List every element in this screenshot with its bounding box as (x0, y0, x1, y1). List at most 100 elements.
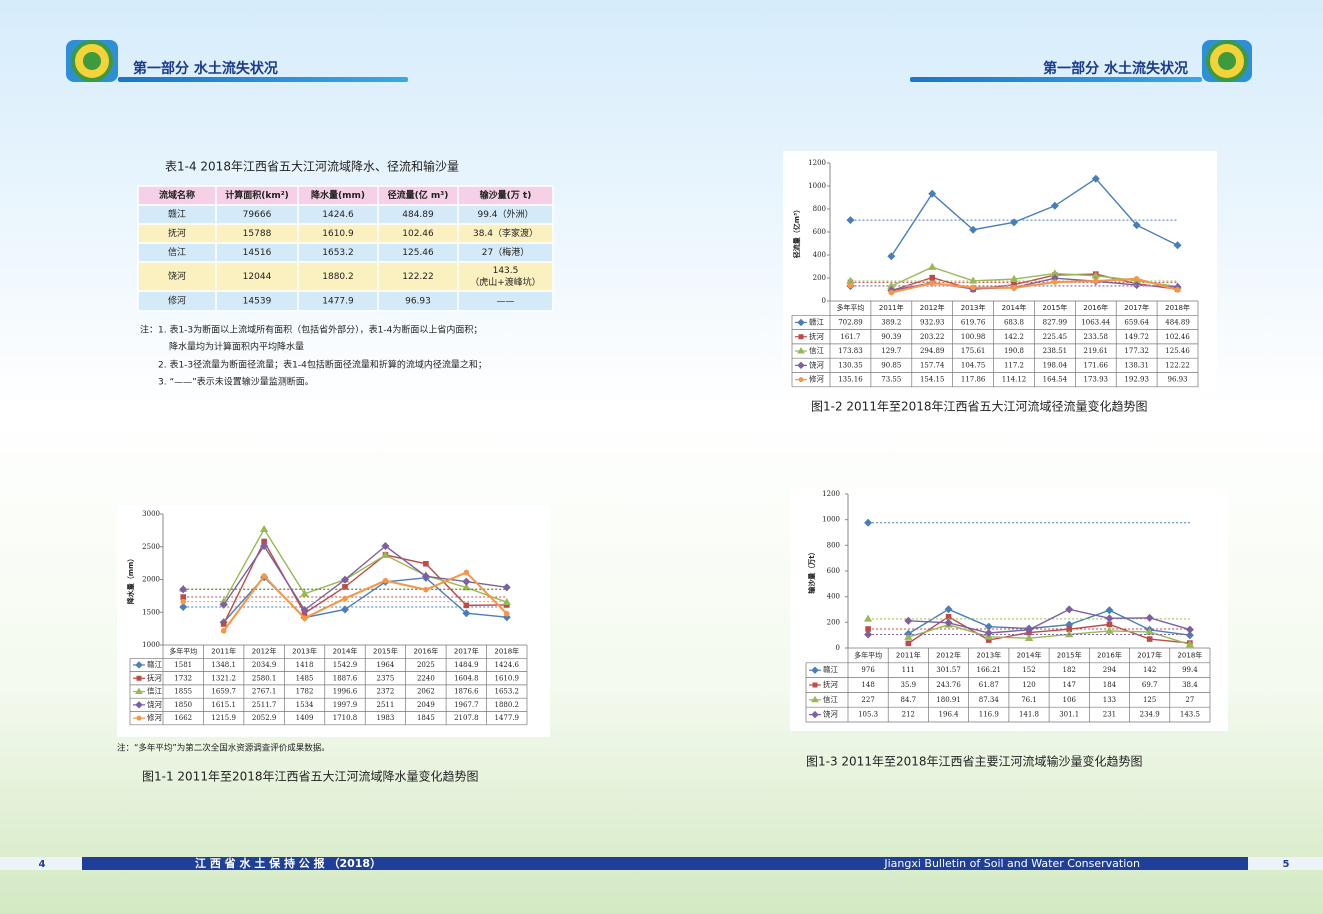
table-value: 1418 (296, 661, 314, 669)
table-cell: 96.93 (405, 297, 431, 307)
point (798, 334, 804, 340)
point (1092, 278, 1099, 284)
series-line (907, 615, 1190, 644)
point (1050, 201, 1059, 210)
table-value: 1424.6 (495, 661, 520, 669)
table-value: 99.4 (1182, 666, 1198, 674)
point (219, 600, 228, 609)
table-value: 2511.7 (252, 701, 277, 709)
x-tick-label: 2012年 (920, 303, 945, 312)
legend-label: 信江 (823, 694, 838, 704)
table-value: 2062 (417, 688, 435, 696)
header-title: 第一部分 水土流失状况 (1043, 60, 1188, 77)
point (220, 628, 227, 634)
table-value: 1063.44 (1081, 318, 1110, 326)
x-tick-label: 2013年 (976, 650, 1001, 659)
point (1133, 276, 1140, 282)
table-value: 125 (1143, 696, 1156, 704)
note: 注：1. 表1-3为断面以上流域所有面积（包括省外部分），表1-4为断面以上省内… (140, 324, 482, 336)
x-tick-label: 2016年 (1083, 303, 1108, 312)
legend-label: 赣江 (809, 316, 824, 326)
point (1065, 605, 1074, 614)
table-value: 122.22 (1165, 361, 1190, 369)
y-tick-label: 400 (827, 593, 840, 601)
x-tick-label: 2015年 (1057, 650, 1082, 659)
table-value: 1477.9 (495, 714, 520, 722)
table-value: 1484.9 (454, 661, 479, 669)
y-tick-label: 800 (813, 205, 826, 213)
table-cell: 修河 (168, 295, 186, 307)
x-tick-label: 2011年 (879, 303, 904, 312)
table-value: 173.83 (838, 347, 863, 355)
table-value: 117.2 (1004, 361, 1024, 369)
table-value: 1855 (174, 688, 192, 696)
table-value: 1997.9 (333, 701, 358, 709)
table-value: 1348.1 (211, 661, 236, 669)
table-value: 1850 (174, 701, 192, 709)
table-value: 87.34 (979, 696, 1000, 704)
point (300, 606, 309, 615)
point (1024, 633, 1034, 642)
point (945, 613, 952, 620)
table-value: 114.12 (1002, 376, 1027, 384)
table-value: 152 (1022, 666, 1035, 674)
legend-label: 赣江 (147, 659, 162, 669)
legend-label: 信江 (809, 345, 824, 355)
point (382, 577, 389, 584)
table-value: 133 (1103, 696, 1116, 704)
table-value: 61.87 (979, 681, 999, 689)
footer-title: Jiangxi Bulletin of Soil and Water Conse… (883, 857, 1140, 870)
point (1174, 287, 1181, 293)
point (179, 585, 188, 594)
point (220, 621, 227, 627)
table-cell: 1653.2 (322, 248, 354, 258)
table-value: 182 (1063, 666, 1076, 674)
point (1105, 626, 1114, 634)
table-value: 130.35 (838, 361, 863, 369)
x-tick-label: 多年平均 (854, 650, 882, 659)
table-value: 147 (1063, 681, 1076, 689)
point (811, 695, 819, 703)
table-cell: 102.46 (402, 229, 434, 239)
point (811, 666, 819, 674)
table-value: 157.74 (920, 361, 945, 369)
table-value: 73.55 (881, 376, 901, 384)
y-tick-label: 2000 (142, 576, 160, 584)
series-line (908, 608, 1191, 634)
point (462, 583, 471, 591)
y-axis-label: 降水量（mm） (126, 555, 135, 605)
table-value: 180.91 (936, 696, 961, 704)
table-value: 102.46 (1165, 333, 1190, 341)
point (136, 675, 142, 681)
series-line (223, 540, 507, 625)
table-row-bg (138, 205, 553, 224)
legend-label: 饶河 (809, 359, 824, 369)
table-value: 142 (1143, 666, 1156, 674)
point (984, 628, 993, 638)
y-axis-label: 输沙量（万t） (807, 548, 816, 593)
table-value: 27 (1185, 696, 1194, 704)
point (381, 542, 390, 551)
point (1011, 285, 1017, 291)
table-cell: 抚河 (168, 227, 186, 239)
point (846, 216, 855, 225)
table-value: 219.61 (1084, 347, 1109, 355)
legend-label: 饶河 (147, 699, 162, 709)
table-value: 104.75 (961, 361, 986, 369)
x-tick-label: 2011年 (211, 647, 236, 656)
y-tick-label: 200 (813, 274, 826, 282)
table-value: 106 (1063, 696, 1077, 704)
table-value: 76.1 (1021, 696, 1037, 704)
table-value: 173.93 (1084, 376, 1109, 384)
column-header: 输沙量(万 t) (480, 189, 532, 201)
legend-label: 赣江 (823, 664, 838, 674)
point (179, 602, 188, 611)
point (463, 569, 470, 576)
point (797, 361, 805, 370)
table-value: 233.58 (1084, 333, 1109, 341)
point (135, 661, 143, 669)
x-tick-label: 2018年 (1177, 650, 1202, 659)
table-value: 659.64 (1124, 318, 1149, 326)
table-value: 1653.2 (495, 688, 520, 696)
table-value: 192.93 (1124, 376, 1149, 384)
